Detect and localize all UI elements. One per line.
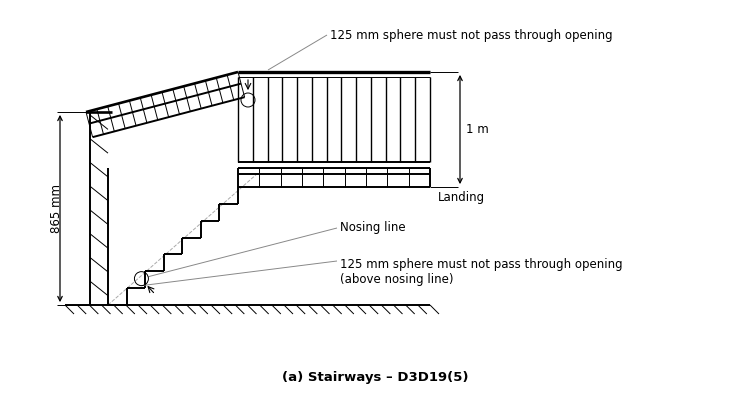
Text: (a) Stairways – D3D19(5): (a) Stairways – D3D19(5) [282,371,468,385]
Text: 125 mm sphere must not pass through opening: 125 mm sphere must not pass through open… [330,29,613,42]
Text: Nosing line: Nosing line [340,221,406,234]
Text: 1 m: 1 m [466,123,489,136]
Text: Landing: Landing [438,190,485,204]
Text: 865 mm: 865 mm [50,184,62,233]
Text: 125 mm sphere must not pass through opening
(above nosing line): 125 mm sphere must not pass through open… [340,258,622,286]
